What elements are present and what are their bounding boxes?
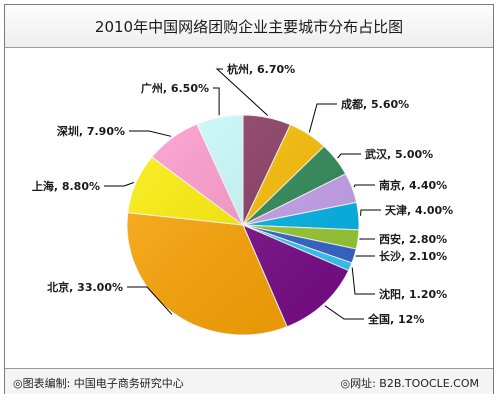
footer-bar: ◎图表编制: 中国电子商务研究中心 ◎网址: B2B.TOOCLE.COM <box>5 368 493 394</box>
leader-line-4 <box>353 184 375 188</box>
leader-line-13 <box>213 87 220 116</box>
leader-line-10 <box>127 286 173 315</box>
slice-label-6: 西安, 2.80% <box>379 232 447 246</box>
title-bar: 2010年中国网络团购企业主要城市分布占比图 <box>5 5 493 48</box>
chart-title: 2010年中国网络团购企业主要城市分布占比图 <box>94 18 404 36</box>
slice-label-8: 沈阳, 1.20% <box>379 287 447 301</box>
leader-line-1 <box>215 68 269 116</box>
slice-label-9: 全国, 12% <box>367 312 424 326</box>
leader-line-5 <box>360 209 381 216</box>
slice-label-2: 成都, 5.60% <box>341 97 409 111</box>
website-credit: ◎网址: B2B.TOOCLE.COM <box>340 377 479 390</box>
source-credit: ◎图表编制: 中国电子商务研究中心 <box>13 377 184 390</box>
leader-line-7 <box>355 255 375 257</box>
slice-label-4: 南京, 4.40% <box>379 178 447 192</box>
pie-shading <box>127 115 359 335</box>
leader-line-11 <box>104 182 134 187</box>
leader-line-3 <box>337 153 361 159</box>
slice-label-12: 深圳, 7.90% <box>57 124 125 138</box>
slice-label-11: 上海, 8.80% <box>32 179 100 193</box>
chart-frame: 2010年中国网络团购企业主要城市分布占比图 杭州, 6.70% 成都, 5.60… <box>4 4 494 394</box>
leader-line-8 <box>351 267 375 295</box>
slice-label-7: 长沙, 2.10% <box>379 249 447 263</box>
leader-line-12 <box>129 130 172 137</box>
leader-line-6 <box>359 238 375 240</box>
slice-label-1: 杭州, 6.70% <box>227 62 295 76</box>
leader-line-2 <box>308 103 337 133</box>
slice-label-3: 武汉, 5.00% <box>365 147 433 161</box>
plot-area: 杭州, 6.70% 成都, 5.60% 武汉, 5.00% 南京, 4.40% 天津, … <box>5 48 493 368</box>
slice-label-13: 广州, 6.50% <box>141 81 209 95</box>
slice-label-10: 北京, 33.00% <box>47 280 123 294</box>
leader-line-9 <box>324 305 364 320</box>
slice-label-5: 天津, 4.00% <box>385 203 453 217</box>
pie-chart: 杭州, 6.70% 成都, 5.60% 武汉, 5.00% 南京, 4.40% 天津, … <box>32 62 453 336</box>
